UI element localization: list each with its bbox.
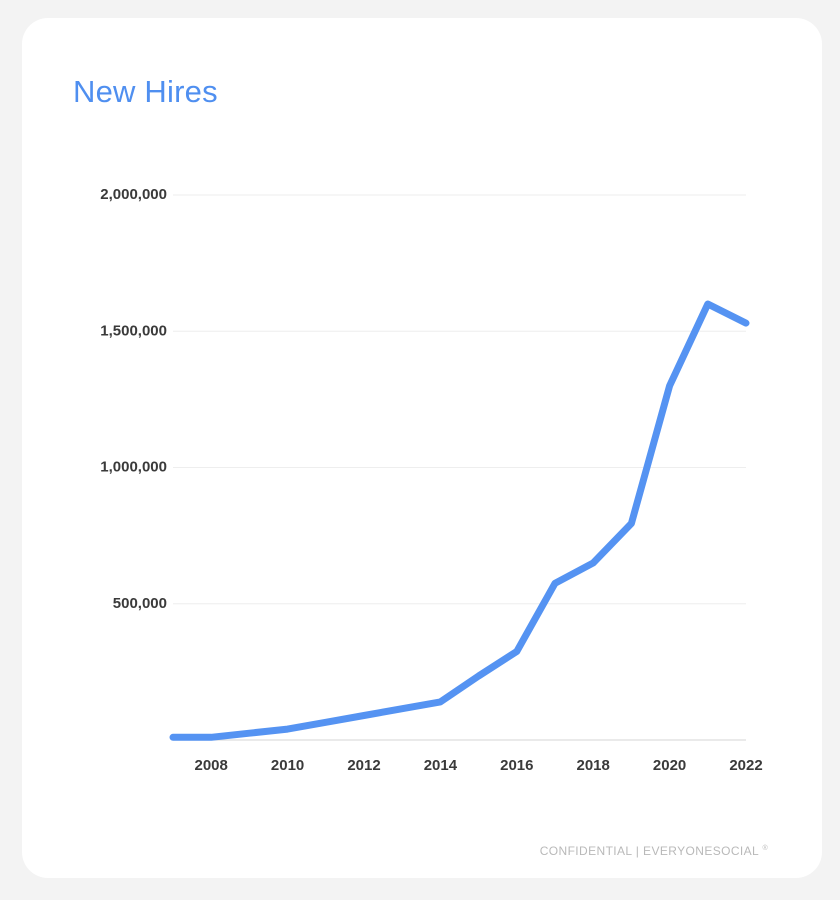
- y-tick-label: 500,000: [113, 595, 167, 612]
- series-layer: [169, 300, 750, 741]
- footer-text: CONFIDENTIAL | EVERYONESOCIAL: [539, 844, 759, 858]
- chart-card: New Hires CONFIDENTIAL | EVERYONESOCIAL …: [22, 18, 822, 878]
- series-line: [169, 300, 750, 741]
- x-tick-label: 2012: [347, 757, 380, 774]
- x-tick-labels: 2008 2010 2012 2014 2016 2018 2020 2022: [195, 757, 763, 774]
- x-tick-label: 2022: [729, 757, 762, 774]
- registered-mark: ®: [762, 845, 768, 852]
- chart-title: New Hires: [73, 74, 218, 109]
- y-tick-label: 2,000,000: [100, 186, 167, 203]
- y-tick-label: 1,000,000: [100, 459, 167, 476]
- x-tick-label: 2010: [271, 757, 304, 774]
- x-tick-label: 2008: [195, 757, 228, 774]
- x-tick-label: 2016: [500, 757, 533, 774]
- y-tick-label: 1,500,000: [100, 322, 167, 339]
- footer-confidential: CONFIDENTIAL | EVERYONESOCIAL ®: [540, 844, 768, 858]
- x-tick-label: 2020: [653, 757, 686, 774]
- x-tick-label: 2014: [424, 757, 458, 774]
- grid-layer: [173, 194, 746, 741]
- x-tick-label: 2018: [577, 757, 610, 774]
- y-tick-labels: 500,000 1,000,000 1,500,000 2,000,000: [100, 186, 167, 612]
